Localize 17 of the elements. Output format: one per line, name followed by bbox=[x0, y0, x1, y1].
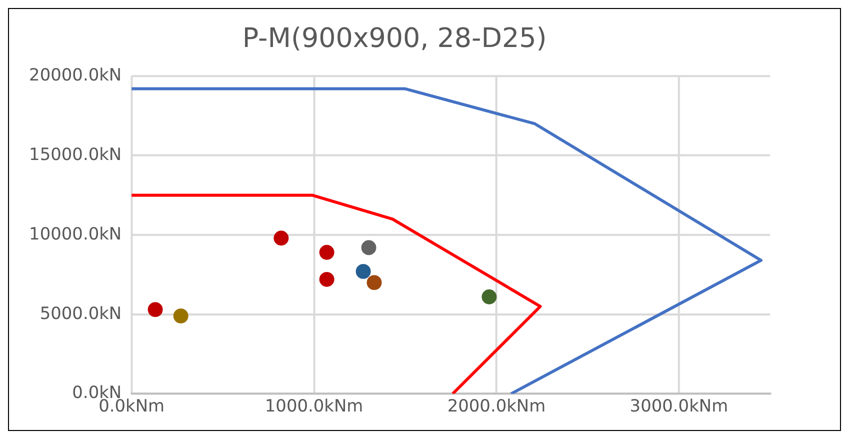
x-tick-label: 2000.0kNm bbox=[447, 395, 546, 416]
point bbox=[319, 272, 334, 287]
y-tick-label: 20000.0kN bbox=[29, 64, 122, 84]
x-tick-label: 3000.0kNm bbox=[630, 395, 728, 416]
point bbox=[361, 240, 376, 256]
point bbox=[482, 289, 497, 304]
point bbox=[274, 230, 289, 246]
y-tick-label: 15000.0kN bbox=[29, 144, 122, 164]
chart-title: P-M(900x900, 28-D25) bbox=[242, 23, 547, 54]
x-tick-label: 1000.0kNm bbox=[264, 395, 364, 416]
point bbox=[366, 275, 382, 290]
point bbox=[356, 264, 371, 279]
point bbox=[148, 302, 163, 318]
point bbox=[173, 308, 188, 324]
y-tick-label: 10000.0kN bbox=[29, 223, 122, 244]
point bbox=[319, 244, 334, 260]
y-tick-label: 5000.0kN bbox=[40, 302, 122, 323]
